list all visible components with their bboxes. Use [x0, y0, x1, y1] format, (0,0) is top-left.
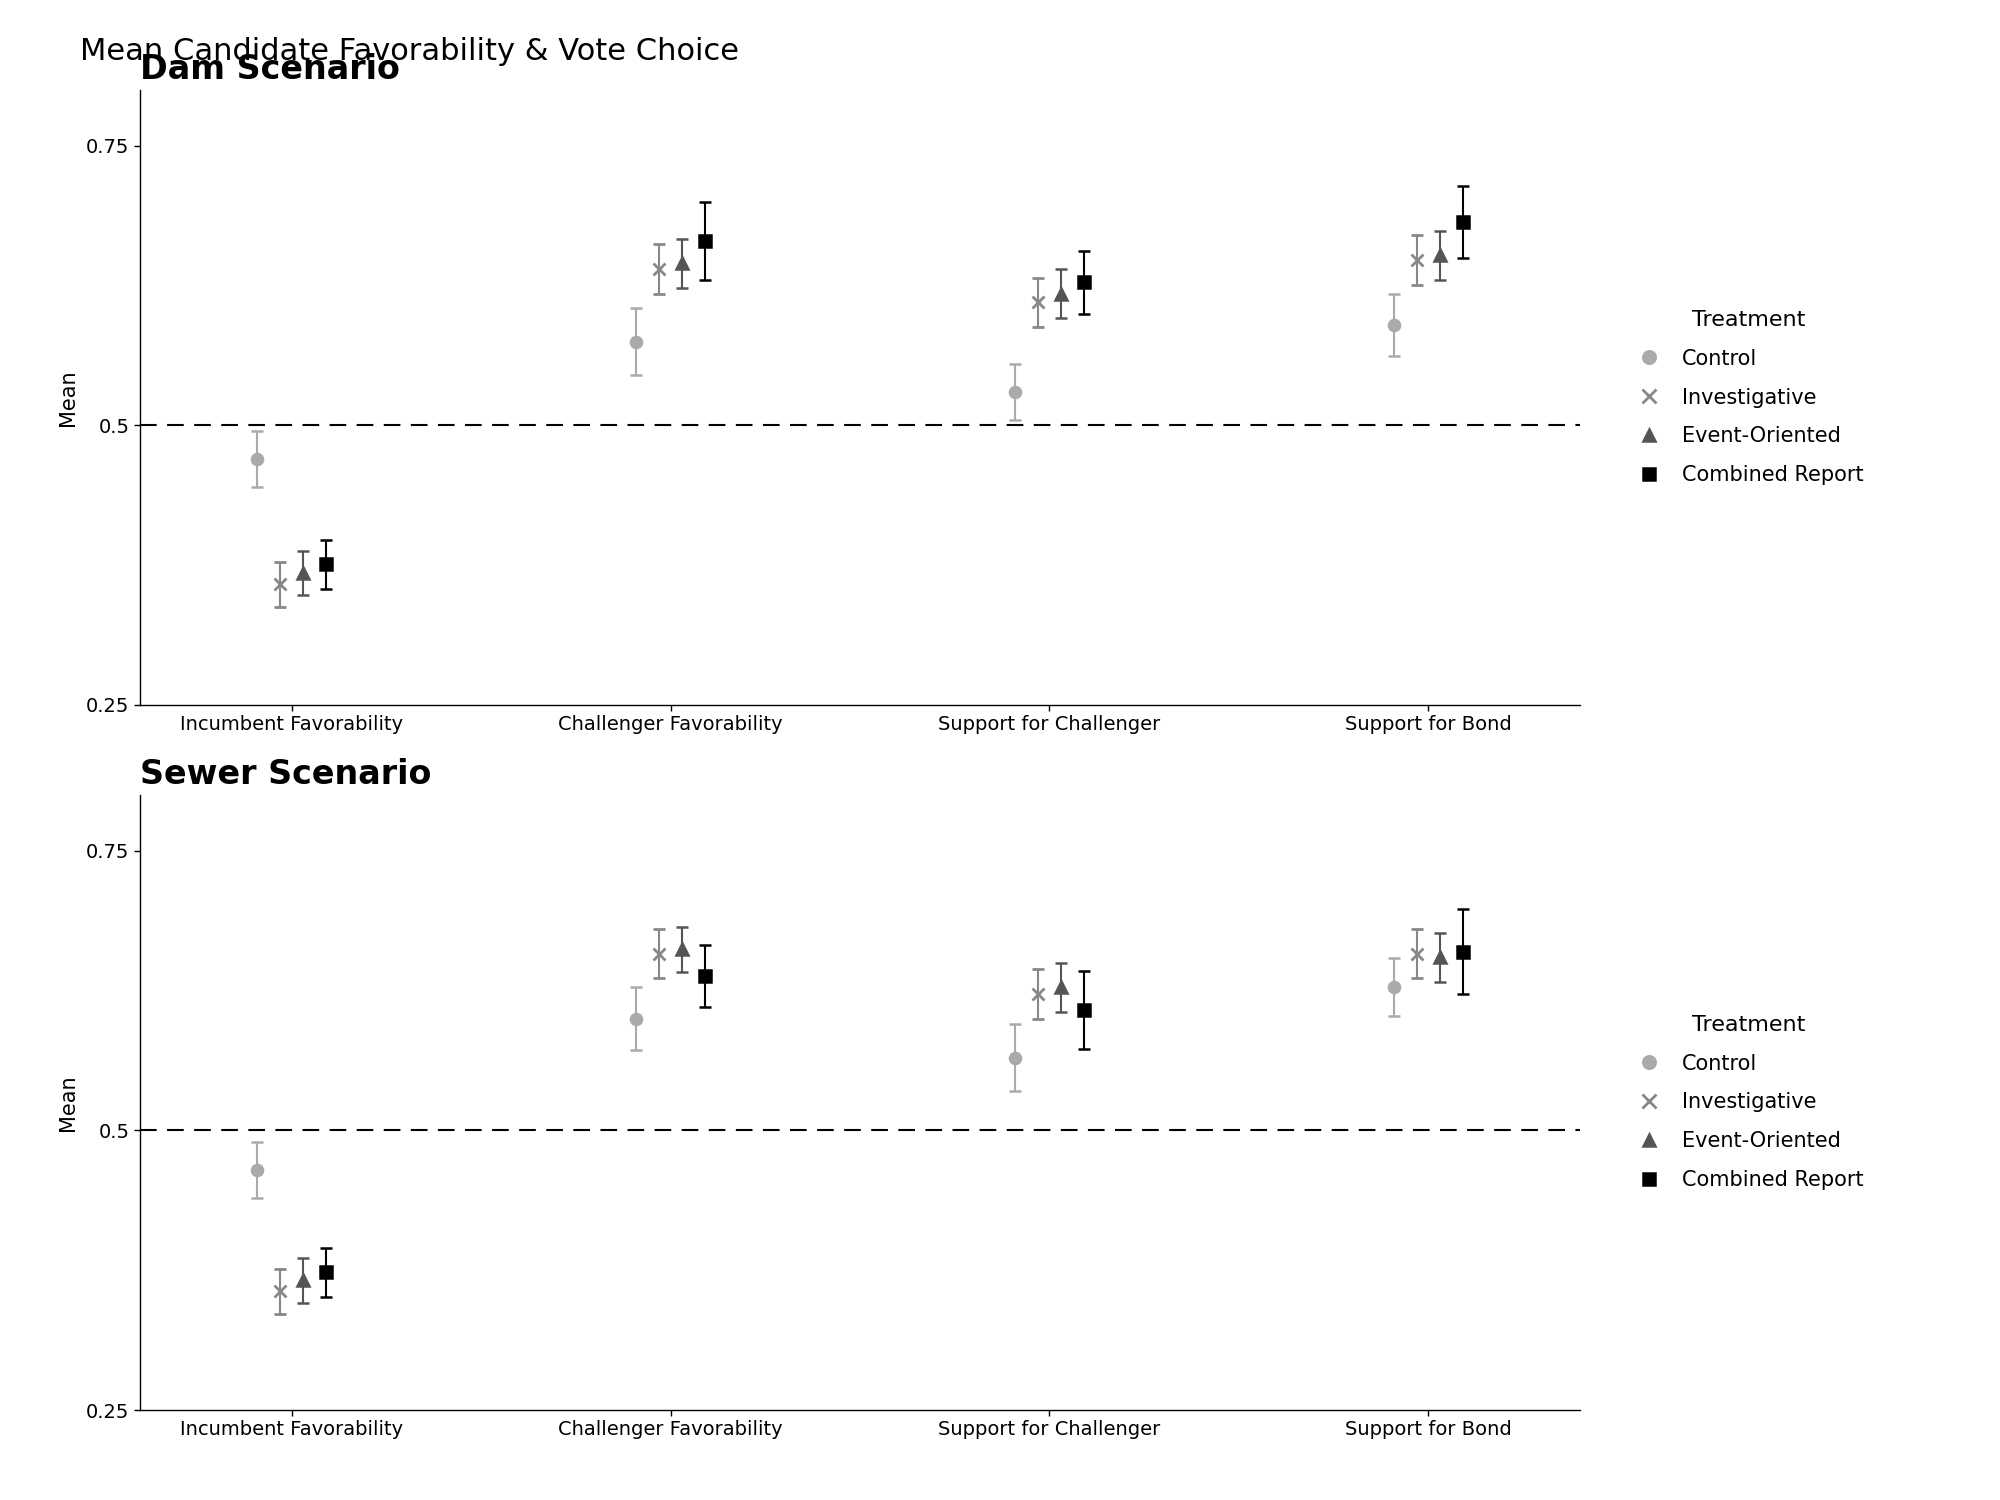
Text: Dam Scenario: Dam Scenario [140, 53, 400, 86]
Legend: Control, Investigative, Event-Oriented, Combined Report: Control, Investigative, Event-Oriented, … [1634, 1016, 1864, 1190]
Legend: Control, Investigative, Event-Oriented, Combined Report: Control, Investigative, Event-Oriented, … [1634, 310, 1864, 484]
Y-axis label: Mean: Mean [58, 1074, 78, 1131]
Text: Sewer Scenario: Sewer Scenario [140, 758, 432, 790]
Text: Mean Candidate Favorability & Vote Choice: Mean Candidate Favorability & Vote Choic… [80, 38, 740, 66]
Y-axis label: Mean: Mean [58, 369, 78, 426]
